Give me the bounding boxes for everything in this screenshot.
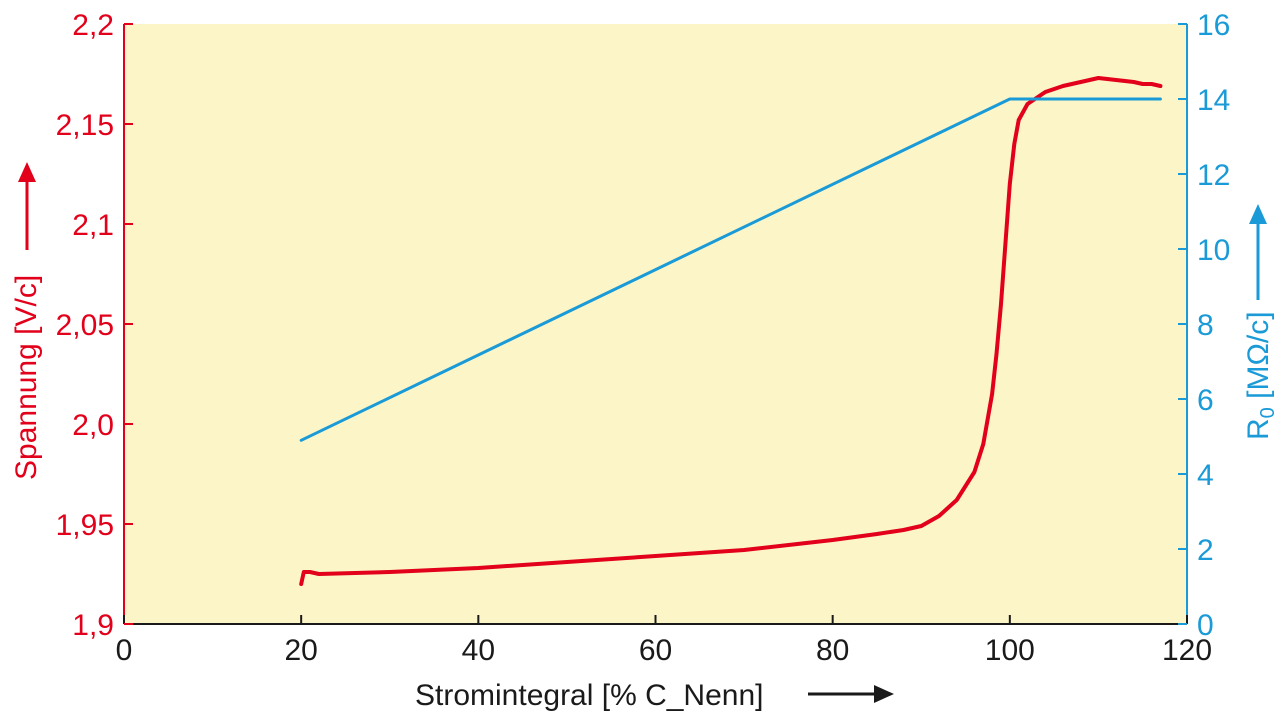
x-axis-label: Stromintegral [% C_Nenn] bbox=[415, 679, 764, 712]
right-tick-label: 6 bbox=[1197, 384, 1214, 417]
left-axis-arrow-head bbox=[18, 162, 36, 182]
right-tick-label: 0 bbox=[1197, 609, 1214, 642]
right-axis-title: R0 [MΩ/c] bbox=[1242, 311, 1279, 440]
right-axis-arrow bbox=[1249, 204, 1267, 300]
right-tick-label: 10 bbox=[1197, 234, 1230, 267]
left-tick-label: 2,15 bbox=[56, 109, 114, 142]
left-tick-label: 2,1 bbox=[72, 209, 114, 242]
x-tick-label: 80 bbox=[816, 634, 849, 667]
right-axis-label-unit: [MΩ/c] bbox=[1242, 311, 1275, 407]
x-axis-arrow bbox=[808, 685, 894, 703]
x-tick-label: 60 bbox=[639, 634, 672, 667]
voltage-series-line bbox=[299, 76, 1163, 586]
left-tick-label: 2,2 bbox=[72, 9, 114, 42]
right-axis-arrow-head bbox=[1249, 204, 1267, 224]
right-tick-label: 12 bbox=[1197, 159, 1230, 192]
right-axis-label-subscript: 0 bbox=[1257, 407, 1279, 418]
x-tick-label: 20 bbox=[284, 634, 317, 667]
right-tick-label: 8 bbox=[1197, 309, 1214, 342]
left-tick-label: 1,95 bbox=[56, 509, 114, 542]
x-tick-label: 40 bbox=[462, 634, 495, 667]
right-axis-label-symbol: R bbox=[1242, 418, 1275, 440]
x-axis-arrow-head bbox=[874, 685, 894, 703]
series-layer bbox=[299, 76, 1163, 586]
x-tick-label: 100 bbox=[985, 634, 1035, 667]
ticks-layer: 0 20 40 60 80 100 120 1,9 1,95 2,0 2,05 2,1 2,15 2,2 0… bbox=[56, 9, 1231, 667]
left-axis-title: Spannung [V/c] bbox=[10, 275, 43, 480]
left-axis-arrow bbox=[18, 162, 36, 250]
left-tick-label: 2,0 bbox=[72, 409, 114, 442]
resistance-series-line bbox=[299, 97, 1162, 442]
left-tick-label: 1,9 bbox=[72, 609, 114, 642]
right-axis-label: R0 [MΩ/c] bbox=[1242, 311, 1279, 440]
left-tick-label: 2,05 bbox=[56, 309, 114, 342]
right-tick-label: 4 bbox=[1197, 459, 1214, 492]
plot-background bbox=[124, 24, 1187, 624]
right-tick-label: 14 bbox=[1197, 84, 1230, 117]
x-tick-label: 0 bbox=[116, 634, 133, 667]
left-axis-label: Spannung [V/c] bbox=[10, 275, 43, 480]
right-tick-label: 2 bbox=[1197, 534, 1214, 567]
right-tick-label: 16 bbox=[1197, 9, 1230, 42]
x-tick-label: 120 bbox=[1162, 634, 1212, 667]
